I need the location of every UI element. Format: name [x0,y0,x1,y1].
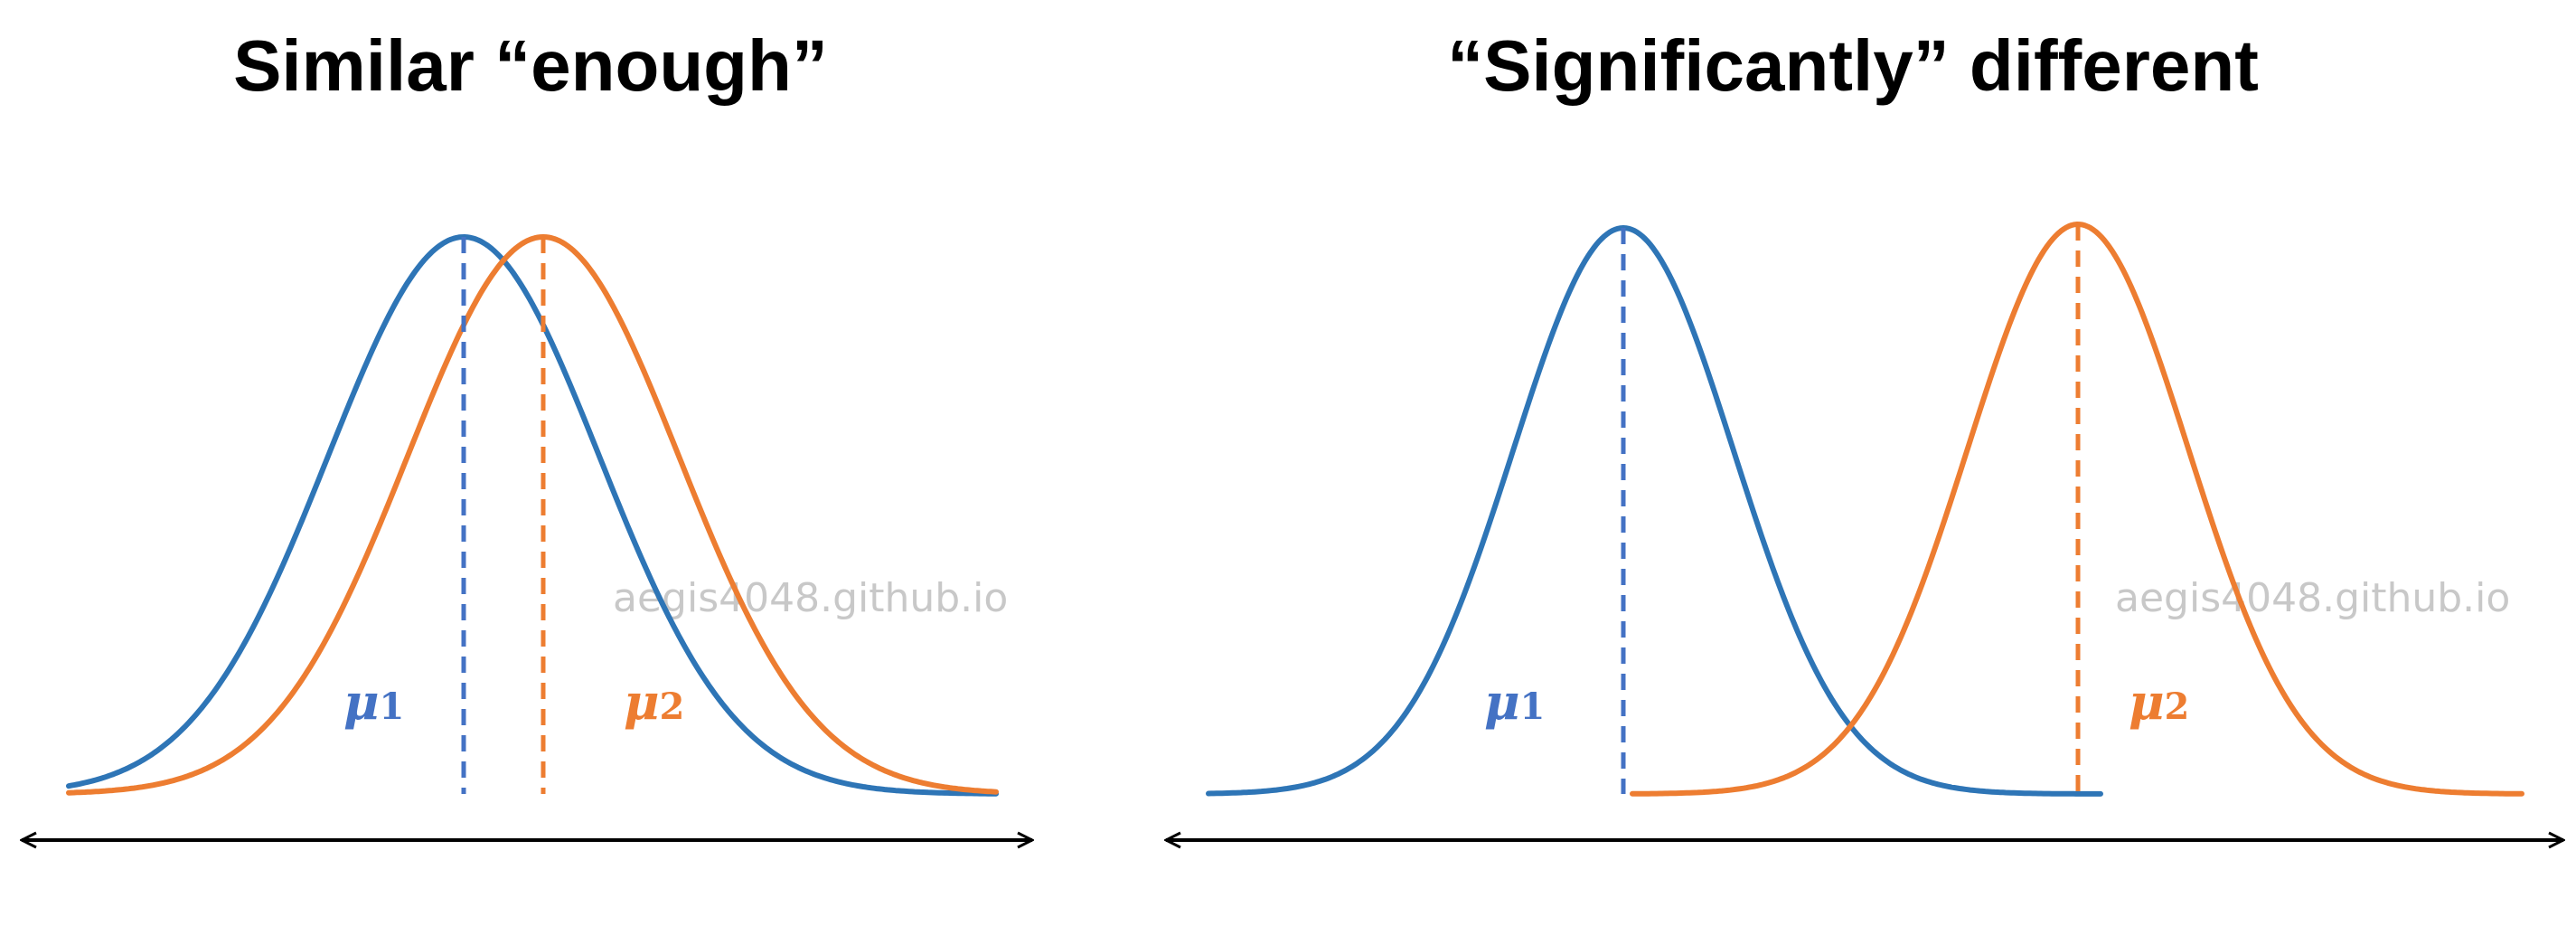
right-mu2-label: μ2 [2129,673,2189,731]
left-mu2-label: μ2 [624,673,684,731]
right-mu2-subscript: 2 [2165,685,2190,728]
right-mu1-symbol: μ [1484,673,1520,731]
left-mu2-subscript: 2 [660,685,685,728]
right-panel: “Significantly” different aegis4048.gith… [1166,25,2563,840]
left-mu2-symbol: μ [624,673,660,731]
left-panel-title: Similar “enough” [233,25,828,106]
right-watermark: aegis4048.github.io [2115,575,2510,621]
left-mu1-subscript: 1 [380,685,405,728]
left-mu1-symbol: μ [343,673,380,731]
right-panel-title: “Significantly” different [1447,25,2259,106]
left-panel: Similar “enough” aegis4048.github.io μ1 … [22,25,1032,840]
right-group1-curve [1206,225,2103,797]
left-watermark: aegis4048.github.io [613,575,1008,621]
left-group1-curve [66,234,999,797]
left-mu1-label: μ1 [343,673,404,731]
right-mu1-label: μ1 [1484,673,1545,731]
right-mu2-symbol: μ [2129,673,2165,731]
right-mu1-subscript: 1 [1520,685,1546,728]
left-group2-curve [66,234,999,796]
